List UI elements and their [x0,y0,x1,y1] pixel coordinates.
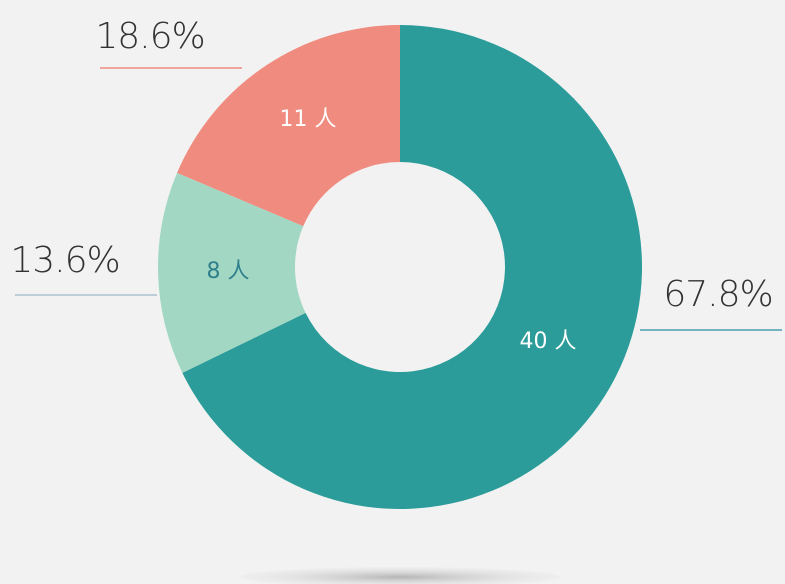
donut-segment [158,172,306,373]
segment-label: 11 人 [280,107,337,132]
shadow [240,567,560,584]
percent-label: 67.8% [663,274,772,315]
donut-segment [182,25,643,509]
percent-label: 18.6% [95,16,204,57]
segment-label: 8 人 [207,259,250,284]
donut-segment [177,24,400,227]
percent-label: 13.6% [10,240,119,281]
segment-label: 40 人 [520,329,577,354]
